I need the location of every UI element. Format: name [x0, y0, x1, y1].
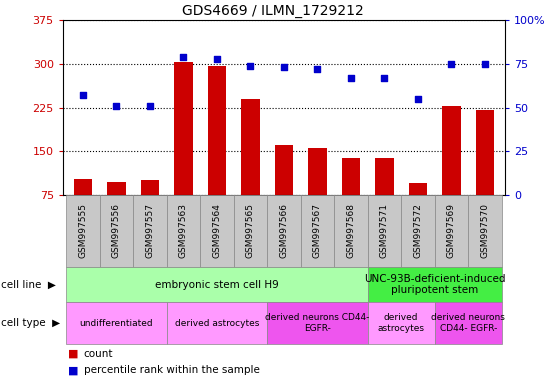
Text: derived neurons CD44-
EGFR-: derived neurons CD44- EGFR- — [265, 313, 370, 333]
Text: GSM997565: GSM997565 — [246, 204, 255, 258]
Bar — [409, 183, 427, 239]
Point — [447, 61, 456, 67]
Text: ■: ■ — [68, 349, 79, 359]
Text: GSM997572: GSM997572 — [413, 204, 423, 258]
Text: derived neurons
CD44- EGFR-: derived neurons CD44- EGFR- — [431, 313, 505, 333]
Text: percentile rank within the sample: percentile rank within the sample — [84, 365, 259, 375]
Bar — [107, 182, 126, 239]
Text: undifferentiated: undifferentiated — [80, 318, 153, 328]
Bar — [308, 148, 327, 239]
Point — [246, 63, 255, 69]
Point — [347, 74, 355, 81]
Text: GSM997571: GSM997571 — [380, 204, 389, 258]
Bar — [275, 146, 293, 239]
Point — [380, 74, 389, 81]
Text: GSM997569: GSM997569 — [447, 204, 456, 258]
Text: derived astrocytes: derived astrocytes — [175, 318, 259, 328]
Bar — [74, 179, 92, 239]
Text: GSM997564: GSM997564 — [212, 204, 222, 258]
Text: GSM997555: GSM997555 — [79, 204, 87, 258]
Text: GSM997568: GSM997568 — [346, 204, 355, 258]
Point — [480, 61, 489, 67]
Bar — [476, 111, 494, 239]
Text: UNC-93B-deficient-induced
pluripotent stem: UNC-93B-deficient-induced pluripotent st… — [364, 274, 506, 295]
Text: GSM997563: GSM997563 — [179, 204, 188, 258]
Text: GSM997556: GSM997556 — [112, 204, 121, 258]
Text: GSM997567: GSM997567 — [313, 204, 322, 258]
Point — [413, 96, 422, 102]
Bar — [375, 158, 394, 239]
Text: embryonic stem cell H9: embryonic stem cell H9 — [155, 280, 279, 290]
Text: cell line  ▶: cell line ▶ — [1, 280, 56, 290]
Bar — [141, 180, 159, 239]
Point — [313, 66, 322, 72]
Bar — [442, 106, 461, 239]
Text: GSM997570: GSM997570 — [480, 204, 489, 258]
Text: cell type  ▶: cell type ▶ — [1, 318, 60, 328]
Text: count: count — [84, 349, 113, 359]
Point — [79, 92, 87, 98]
Bar — [241, 99, 260, 239]
Text: GSM997557: GSM997557 — [145, 204, 155, 258]
Point — [212, 55, 221, 61]
Point — [280, 64, 288, 70]
Bar — [174, 62, 193, 239]
Point — [179, 54, 188, 60]
Point — [112, 103, 121, 109]
Text: GSM997566: GSM997566 — [280, 204, 288, 258]
Text: derived
astrocytes: derived astrocytes — [378, 313, 425, 333]
Text: ■: ■ — [68, 365, 79, 375]
Point — [146, 103, 155, 109]
Text: GDS4669 / ILMN_1729212: GDS4669 / ILMN_1729212 — [182, 4, 364, 18]
Bar — [342, 158, 360, 239]
Bar — [207, 66, 226, 239]
